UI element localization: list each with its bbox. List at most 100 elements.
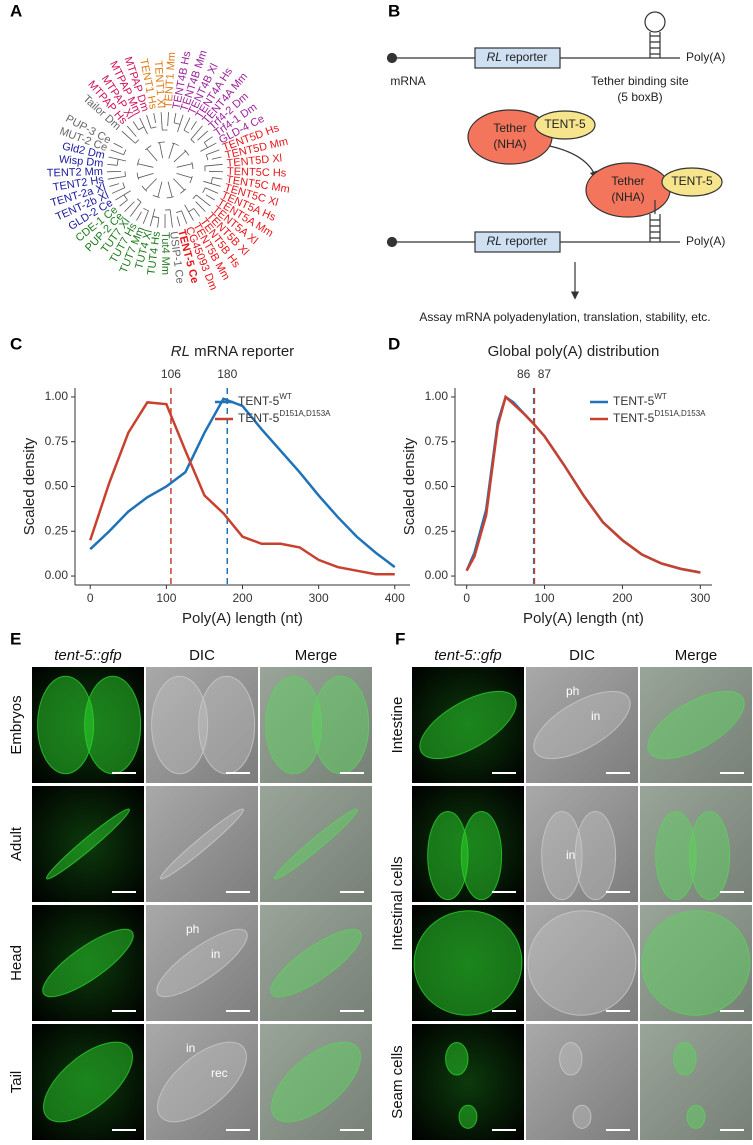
annotation: in <box>186 1041 195 1055</box>
legend-superscript: D151A,D153A <box>279 409 331 418</box>
tree-branch <box>145 145 152 151</box>
column-header: DIC <box>569 647 595 664</box>
data-line <box>89 401 395 576</box>
tree-branch <box>116 159 119 166</box>
data-line <box>465 394 701 574</box>
chart-title: Global poly(A) distribution <box>488 343 660 360</box>
tree-branch <box>136 172 140 180</box>
legend-superscript: WT <box>654 392 667 401</box>
row-label: Intestinal cells <box>389 856 406 950</box>
row-label: Tail <box>8 1071 25 1094</box>
tree-branch <box>152 194 160 198</box>
reporter-label: RL reporter <box>487 234 548 248</box>
legend-name: TENT-5 <box>613 411 655 425</box>
tree-branch <box>136 158 140 166</box>
specimen <box>647 690 745 760</box>
tree-branch <box>176 173 192 179</box>
tree-leaf-label: Wisp Dm <box>58 154 104 170</box>
reference-label: 86 <box>517 367 531 381</box>
y-tick-label: 0.75 <box>45 434 69 448</box>
specimen <box>151 675 209 775</box>
specimen <box>673 1042 697 1076</box>
y-tick-label: 0.50 <box>45 479 69 493</box>
tree-branch <box>176 163 193 168</box>
row-label: Embryos <box>8 695 25 754</box>
micrograph <box>146 786 258 902</box>
tree-branch <box>184 149 190 156</box>
annotation: ph <box>186 922 199 936</box>
tree-branch <box>171 142 179 146</box>
tree-branch <box>203 180 221 187</box>
tree-branch <box>109 183 120 187</box>
tree-branch <box>210 177 213 184</box>
tree-branch <box>197 130 209 141</box>
tree-branch <box>193 208 201 217</box>
annotation: rec <box>211 1066 228 1080</box>
x-tick-label: 100 <box>535 591 555 605</box>
tree-branch <box>190 125 203 140</box>
polya-label: Poly(A) <box>686 50 725 64</box>
assay-label: Assay mRNA polyadenylation, translation,… <box>419 310 710 324</box>
tree-branch <box>204 163 223 167</box>
site-label: Tether binding site <box>591 74 689 88</box>
tree-branch <box>202 187 206 193</box>
chart-title-text: mRNA reporter <box>190 343 294 360</box>
y-tick-label: 0.75 <box>425 434 449 448</box>
tree-branch <box>157 141 165 144</box>
chart-title: RL mRNA reporter <box>171 343 294 360</box>
specimen <box>156 1041 248 1123</box>
specimen <box>273 808 359 880</box>
tree-branch <box>167 112 169 127</box>
tree-branch <box>168 143 175 159</box>
tent5-label: TENT-5 <box>671 174 713 188</box>
tree-leaf-label: TENT1 Xl <box>152 60 167 108</box>
tree-branch <box>123 194 128 201</box>
tree-leaf-label: TENT5C Hs <box>227 166 287 180</box>
tree-branch <box>181 210 188 224</box>
tether-label: Tether <box>493 121 526 135</box>
tree-branch <box>136 211 142 221</box>
column-header: tent-5::gfp <box>434 647 502 664</box>
tree-branch <box>124 201 135 212</box>
tree-branch <box>122 182 126 188</box>
specimen <box>312 675 370 775</box>
tree-branch <box>121 130 136 144</box>
tree-branch <box>176 210 182 213</box>
tree-branch <box>204 136 213 143</box>
panel-label: F <box>395 629 405 648</box>
x-tick-label: 400 <box>385 591 405 605</box>
tree-branch <box>150 126 157 129</box>
legend-name: TENT-5 <box>238 411 280 425</box>
tree-branch <box>157 181 163 198</box>
y-axis-title: Scaled density <box>21 437 38 535</box>
legend-label: TENT-5WT <box>238 392 292 408</box>
reporter-label: RL reporter <box>487 50 548 64</box>
legend-label: TENT-5WT <box>613 392 667 408</box>
tree-branch <box>107 175 126 180</box>
x-axis-title: Poly(A) length (nt) <box>523 610 644 627</box>
reporter-text: reporter <box>502 234 547 248</box>
tree-branch <box>169 209 173 228</box>
site-label: (5 boxB) <box>617 90 662 104</box>
tree-branch <box>176 216 181 227</box>
x-tick-label: 0 <box>87 591 94 605</box>
annotation: in <box>591 709 600 723</box>
tree-branch <box>190 121 197 130</box>
tree-branch <box>191 161 194 170</box>
specimen <box>42 1041 134 1123</box>
y-tick-label: 0.25 <box>425 523 449 537</box>
specimen <box>419 690 517 760</box>
legend-superscript: WT <box>279 392 292 401</box>
tree-branch <box>132 121 139 131</box>
tree-branch <box>138 126 145 131</box>
specimen <box>270 928 362 998</box>
specimen <box>572 1104 592 1129</box>
tree-branch <box>189 176 193 184</box>
y-tick-label: 0.50 <box>425 479 449 493</box>
panel-label: B <box>388 1 400 20</box>
specimen <box>458 1104 478 1129</box>
chart-title-italic: RL <box>171 343 190 360</box>
tree-branch <box>190 139 195 144</box>
tree-branch <box>115 190 131 201</box>
